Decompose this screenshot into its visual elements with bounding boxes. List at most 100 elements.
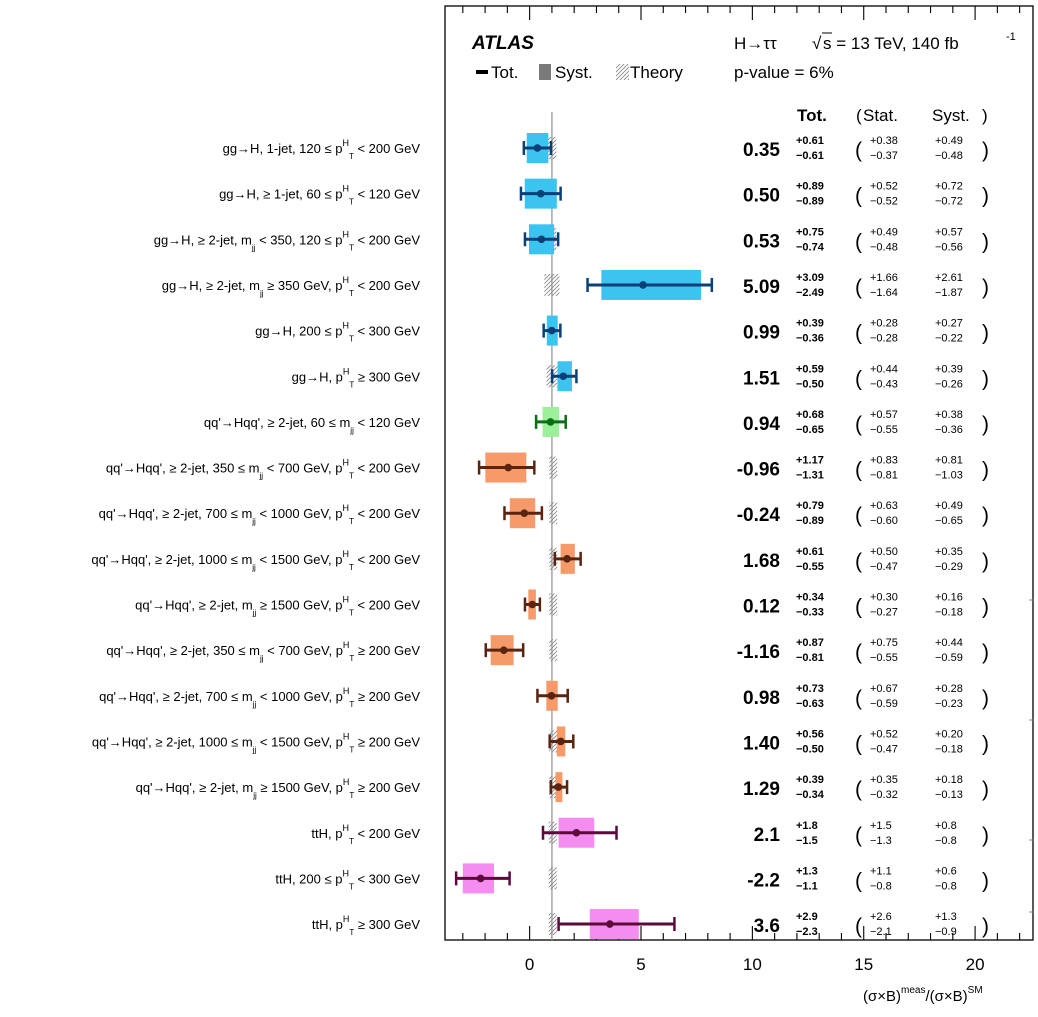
central-value: 0.94: [743, 414, 780, 435]
stat-down: −0.27: [870, 607, 898, 619]
tot-up: +0.79: [796, 500, 824, 512]
syst-down: −0.59: [935, 652, 963, 664]
syst-down: −0.8: [935, 880, 957, 892]
central-value: 5.09: [743, 277, 780, 298]
tot-down: −1.5: [796, 835, 818, 847]
paren-close: ): [982, 732, 989, 755]
paren-close: ): [982, 139, 989, 162]
central-value: 0.35: [743, 140, 780, 161]
stat-up: +0.52: [870, 728, 898, 740]
theory-band: [549, 456, 558, 479]
theory-band: [548, 913, 557, 936]
tot-down: −1.31: [796, 470, 824, 482]
central-value-point: [533, 144, 542, 152]
paren-open: (: [855, 185, 862, 208]
paren-close: ): [982, 596, 989, 619]
table-row: gg→H, ≥ 2-jet, mjj < 350, 120 ≤ pHT < 20…: [154, 224, 989, 255]
paren-open: (: [855, 824, 862, 847]
central-value-point: [528, 600, 537, 609]
table-row: gg→H, ≥ 1-jet, 60 ≤ pHT < 120 GeV 0.50 +0.…: [219, 178, 989, 209]
syst-down: −1.03: [935, 470, 963, 482]
table-row: qq'→Hqq', ≥ 2-jet, 350 ≤ mjj < 700 GeV, …: [106, 452, 989, 483]
central-value-point: [546, 418, 555, 426]
tot-up: +0.39: [796, 774, 824, 786]
table-row: qq'→Hqq', ≥ 2-jet, 1000 ≤ mjj < 1500 GeV…: [91, 543, 989, 574]
paren-close: ): [982, 322, 989, 345]
syst-down: −0.36: [935, 424, 963, 436]
syst-up: +0.27: [935, 318, 963, 330]
tot-up: +0.59: [796, 363, 824, 375]
stat-up: +0.83: [870, 455, 898, 467]
category-label: qq'→Hqq', ≥ 2-jet, 700 ≤ mjj < 1000 GeV,…: [99, 686, 420, 709]
central-value: -2.2: [747, 870, 780, 891]
syst-up: +0.35: [935, 546, 963, 558]
legend-syst-marker: [539, 64, 551, 80]
tot-down: −0.61: [796, 150, 824, 162]
x-axis-label: (σ×B)meas/(σ×B)SM: [863, 985, 983, 1005]
syst-down: −0.18: [935, 607, 963, 619]
tot-up: +0.34: [796, 592, 825, 604]
syst-up: +1.3: [935, 911, 957, 923]
central-value-point: [520, 509, 529, 517]
syst-down: −0.29: [935, 561, 963, 573]
stat-down: −0.47: [870, 561, 898, 573]
syst-down: −0.72: [935, 196, 963, 208]
paren-close: ): [982, 185, 989, 208]
syst-up: +0.39: [935, 363, 963, 375]
stat-down: −1.3: [870, 835, 892, 847]
paren-close: ): [982, 550, 989, 573]
category-label: qq'→Hqq', ≥ 2-jet, 700 ≤ mjj < 1000 GeV,…: [99, 503, 421, 526]
paren-open: (: [855, 641, 862, 664]
table-row: ttH, pHT ≥ 300 GeV 3.6 +2.9 −2.3 (+2.6 −2.1 +1…: [312, 909, 989, 940]
category-label: gg→H, ≥ 1-jet, 60 ≤ pHT < 120 GeV: [219, 184, 420, 207]
paren-close: ): [982, 915, 989, 938]
stat-down: −0.55: [870, 652, 898, 664]
stat-down: −0.48: [870, 241, 898, 253]
central-value-point: [476, 874, 485, 883]
stat-up: +0.44: [870, 363, 898, 375]
header-tot: Tot.: [797, 106, 827, 125]
syst-down: −1.87: [935, 287, 963, 299]
central-value: 0.98: [743, 688, 780, 709]
tot-up: +0.73: [796, 683, 824, 695]
central-value: -0.24: [737, 505, 781, 526]
table-row: ttH, 200 ≤ pHT < 300 GeV -2.2 +1.3 −1.1 (+1.…: [275, 863, 989, 894]
syst-up: +0.18: [935, 774, 963, 786]
syst-up: +0.6: [935, 865, 957, 877]
header-close: ): [982, 106, 988, 125]
paren-open: (: [855, 778, 862, 801]
central-value: 1.68: [743, 551, 780, 572]
central-value: 1.29: [743, 779, 780, 800]
category-label: qq'→Hqq', ≥ 2-jet, mjj ≥ 1500 GeV, pHT ≥…: [136, 777, 421, 800]
tot-down: −0.81: [796, 652, 824, 664]
syst-up: +0.49: [935, 135, 963, 147]
plot-frame: [444, 5, 1034, 941]
tot-down: −0.34: [796, 789, 825, 801]
category-label: gg→H, ≥ 2-jet, mjj < 350, 120 ≤ pHT < 20…: [154, 229, 421, 252]
stat-up: +0.38: [870, 135, 898, 147]
table-row: gg→H, pHT ≥ 300 GeV 1.51 +0.59 −0.50 (+0.44 −…: [292, 361, 989, 392]
stat-up: +0.49: [870, 226, 898, 238]
syst-down: −0.23: [935, 698, 963, 710]
paren-close: ): [982, 778, 989, 801]
stat-down: −0.37: [870, 150, 898, 162]
syst-up: +0.28: [935, 683, 963, 695]
central-value-point: [606, 920, 614, 928]
stat-up: +1.66: [870, 272, 898, 284]
tot-up: +0.75: [796, 226, 824, 238]
paren-close: ): [982, 641, 989, 664]
stat-up: +0.67: [870, 683, 898, 695]
paren-open: (: [855, 550, 862, 573]
stat-up: +0.30: [870, 592, 898, 604]
chart-rows: gg→H, 1-jet, 120 ≤ pHT < 200 GeV 0.35 +0.6…: [91, 133, 989, 940]
paren-close: ): [982, 869, 989, 892]
x-tick-label: 15: [854, 955, 873, 974]
theory-band: [549, 593, 558, 616]
tot-down: −2.49: [796, 287, 824, 299]
central-value-point: [559, 372, 568, 381]
stat-up: +0.52: [870, 181, 898, 193]
syst-down: −0.8: [935, 835, 957, 847]
central-value-point: [554, 783, 563, 791]
x-tick-label: 5: [636, 955, 645, 974]
process-label: H→ττ: [734, 34, 777, 53]
